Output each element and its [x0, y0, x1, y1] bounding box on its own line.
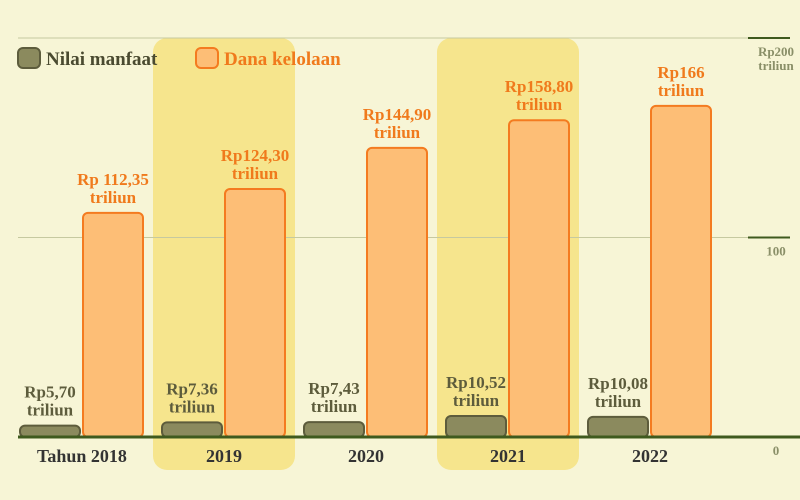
bar [366, 146, 428, 438]
value-label: Rp10,08 triliun [588, 374, 648, 411]
y-tick-label: 100 [766, 244, 786, 259]
x-tick-label: 2020 [348, 446, 384, 466]
value-label: Rp144,90 triliun [363, 105, 431, 142]
value-label: Rp158,80 triliun [505, 77, 573, 114]
legend-label: Dana kelolaan [224, 49, 341, 70]
y-tick-label: 0 [773, 443, 780, 458]
legend-label: Nilai manfaat [46, 49, 158, 70]
bar [508, 119, 570, 438]
bar [303, 421, 365, 439]
bar [19, 424, 81, 439]
bar [650, 104, 712, 439]
value-label: Rp10,52 triliun [446, 373, 506, 410]
bar [587, 415, 649, 439]
value-label: Rp124,30 triliun [221, 146, 289, 183]
value-label: Rp7,43 triliun [308, 379, 359, 416]
bar [161, 421, 223, 439]
x-tick-label: 2022 [632, 446, 668, 466]
legend-swatch [17, 47, 41, 69]
bar [82, 211, 144, 438]
x-tick-label: 2019 [206, 446, 242, 466]
value-label: Rp5,70 triliun [24, 383, 75, 420]
bar [224, 188, 286, 438]
x-tick-label: 2021 [490, 446, 526, 466]
bar [445, 415, 507, 439]
legend-swatch [195, 47, 219, 69]
x-tick-label: Tahun 2018 [37, 446, 127, 466]
value-label: Rp7,36 triliun [166, 379, 217, 416]
y-tick-label: Rp200 triliun [758, 44, 795, 73]
value-label: Rp 112,35 triliun [77, 170, 149, 207]
value-label: Rp166 triliun [657, 63, 704, 100]
